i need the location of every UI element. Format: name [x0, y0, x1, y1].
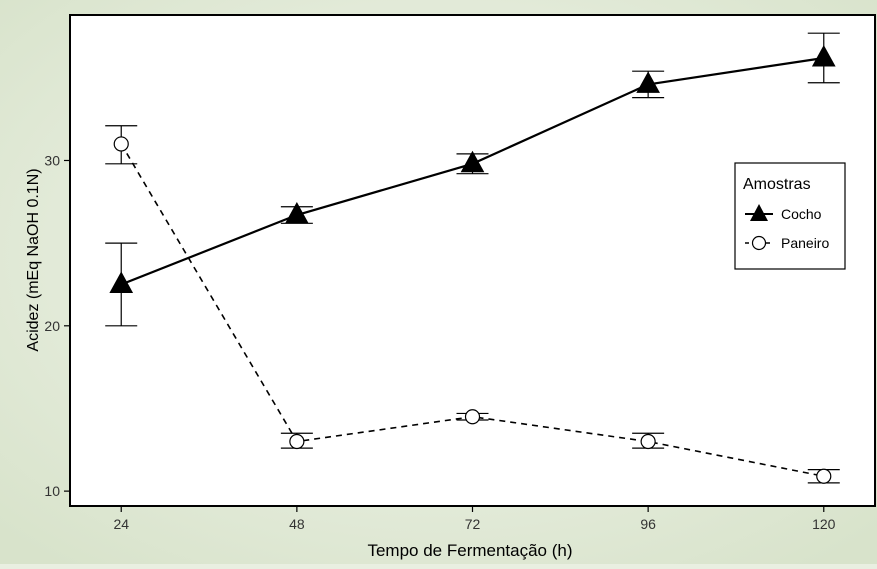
legend-label-cocho: Cocho: [781, 206, 822, 222]
x-axis-label: Tempo de Fermentação (h): [367, 541, 572, 560]
marker-cocho: [109, 271, 134, 293]
legend-key-marker-paneiro: [751, 235, 767, 251]
marker-cocho: [811, 44, 836, 67]
marker-cocho: [636, 71, 660, 93]
marker-paneiro: [464, 409, 481, 425]
x-tick-label: 72: [465, 516, 481, 532]
marker-paneiro: [113, 136, 129, 152]
marker-paneiro: [640, 433, 656, 450]
legend-key-marker-cocho: [750, 204, 768, 221]
x-tick-label: 24: [113, 516, 129, 532]
marker-cocho: [460, 150, 485, 173]
legend-label-paneiro: Paneiro: [781, 235, 829, 251]
y-tick-label: 20: [44, 318, 60, 334]
y-axis-label: Acidez (mEq NaOH 0.1N): [25, 168, 42, 351]
marker-cocho: [285, 201, 309, 224]
legend-title: Amostras: [743, 176, 811, 193]
y-tick-label: 30: [44, 152, 60, 168]
marker-paneiro: [289, 433, 305, 450]
x-tick-label: 120: [812, 516, 836, 532]
marker-paneiro: [816, 468, 832, 484]
x-tick-label: 48: [289, 516, 305, 532]
y-tick-label: 10: [44, 483, 60, 499]
x-tick-label: 96: [640, 516, 656, 532]
